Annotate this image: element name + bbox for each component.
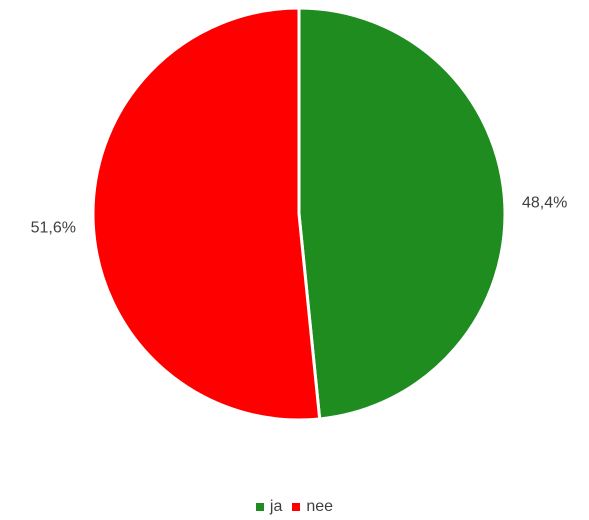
legend-item-ja: ja xyxy=(255,498,283,516)
legend-swatch-nee xyxy=(292,503,301,511)
legend-item-nee: nee xyxy=(292,498,333,516)
legend: ja nee xyxy=(0,498,589,516)
legend-label-ja: ja xyxy=(269,498,283,515)
data-label-ja: 48,4% xyxy=(522,195,567,212)
data-label-nee: 51,6% xyxy=(31,219,76,236)
pie-slice-nee xyxy=(91,6,322,422)
pie-slice-ja xyxy=(297,6,507,421)
legend-label-nee: nee xyxy=(306,498,334,515)
legend-swatch-ja xyxy=(255,503,264,511)
